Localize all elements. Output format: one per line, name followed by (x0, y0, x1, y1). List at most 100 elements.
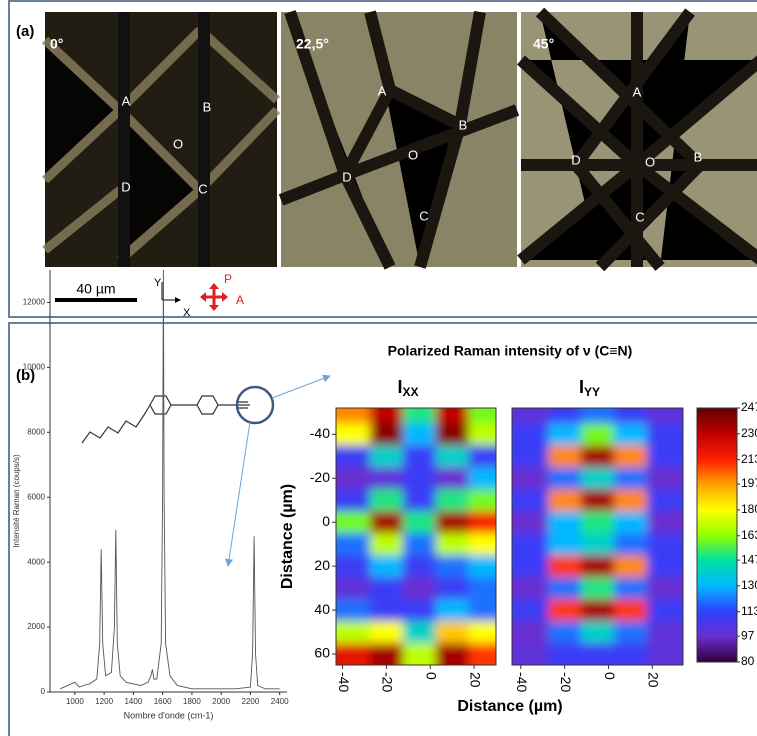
colorbar (697, 408, 737, 662)
title-sub: XX (403, 385, 419, 399)
heatmap-cell (370, 621, 404, 644)
heatmap-cell (436, 599, 470, 622)
heatmap-cell (370, 511, 404, 534)
point-label: A (122, 93, 131, 108)
y-tick-label: 6000 (27, 492, 45, 501)
heatmap-cell (469, 423, 515, 446)
heatmap-cell (370, 423, 404, 446)
y-tick-label: 8000 (27, 427, 45, 436)
y-tick-label: 12000 (23, 298, 46, 307)
heatmap-cell (469, 599, 515, 622)
heatmap-cell (581, 533, 615, 556)
heatmap-cell (647, 577, 693, 600)
heatmap (325, 389, 514, 678)
heatmap-cell (581, 467, 615, 490)
heatmap-cell (581, 555, 615, 578)
heatmap-cell (548, 599, 582, 622)
heatmap-cell (325, 621, 371, 644)
colorbar-tick-label: 130 (741, 578, 757, 592)
pointer-arrow (272, 376, 330, 398)
heatmap (503, 389, 692, 678)
point-label: B (459, 117, 468, 132)
heatmap-cell (403, 489, 437, 512)
heatmap-cell (403, 533, 437, 556)
heatmap-cell (647, 445, 693, 468)
point-label: C (635, 209, 644, 224)
heatmap-cell (370, 489, 404, 512)
x-tick-label: 2400 (271, 697, 289, 706)
heatmap-cell (403, 599, 437, 622)
page: {"panel_a": {"label": "(a)", "images": [… (0, 0, 757, 736)
heatmap-cell (503, 445, 549, 468)
heatmap-cell (403, 555, 437, 578)
heatmap-cell (503, 467, 549, 490)
x-tick-label: 1800 (183, 697, 201, 706)
molecule (82, 396, 250, 443)
panel-label: (a) (16, 23, 34, 40)
point-label: D (121, 179, 130, 194)
heatmap-cell (581, 423, 615, 446)
heatmap-cell (548, 445, 582, 468)
heatmap-cell (403, 445, 437, 468)
heatmap-cell (548, 489, 582, 512)
figure: (a) (b) 40 µm Y X P A Polarized Raman in… (0, 0, 757, 736)
panel-title: Polarized Raman intensity of ν (C≡N) (388, 343, 633, 359)
heatmap-cell (403, 423, 437, 446)
heatmap-cell (503, 621, 549, 644)
x-axis-label: Distance (µm) (457, 698, 562, 715)
heatmap-cell (581, 577, 615, 600)
heatmap-cell (370, 555, 404, 578)
heatmap-cell (403, 621, 437, 644)
heatmap-cell (436, 643, 470, 678)
x-tick-label: -40 (514, 672, 530, 692)
axes-arrows (162, 282, 180, 300)
colorbar-tick-label: 147 (741, 552, 757, 566)
x-tick-label: 2000 (212, 697, 230, 706)
heatmap-cell (647, 533, 693, 556)
y-tick-label: 0 (322, 513, 330, 529)
x-tick-label: -20 (380, 672, 396, 692)
colorbar-tick-label: 197 (741, 476, 757, 490)
heatmap-cell (614, 511, 648, 534)
heatmap-cell (614, 555, 648, 578)
heatmap-cell (647, 423, 693, 446)
heatmap-cell (436, 577, 470, 600)
heatmap-cell (325, 533, 371, 556)
heatmap-cell (614, 533, 648, 556)
heatmap-cell (325, 445, 371, 468)
heatmap-cell (370, 577, 404, 600)
heatmap-cell (614, 445, 648, 468)
heatmap-cell (614, 643, 648, 678)
heatmap-cell (469, 445, 515, 468)
heatmap-cell (647, 389, 693, 424)
point-label: O (645, 154, 655, 169)
y-tick-label: 60 (314, 645, 330, 661)
heatmap-cell (370, 599, 404, 622)
heatmap-cell (325, 467, 371, 490)
heatmap-cell (503, 555, 549, 578)
shadow (118, 12, 130, 267)
heatmap-cell (436, 511, 470, 534)
heatmap-cell (436, 621, 470, 644)
heatmap-cell (370, 445, 404, 468)
y-axis-label: Intensité Raman (coups/s) (12, 454, 21, 548)
heatmap-cell (436, 423, 470, 446)
heatmap-cell (469, 489, 515, 512)
axis-line (50, 270, 287, 692)
heatmap-cell (370, 533, 404, 556)
axis-label: X (183, 307, 191, 319)
y-tick-label: 10000 (23, 362, 46, 371)
x-tick-label: 2200 (242, 697, 260, 706)
y-tick-label: -20 (310, 469, 330, 485)
y-axis-label: Distance (µm) (279, 484, 296, 589)
x-tick-label: 20 (467, 672, 483, 688)
point-label: D (342, 169, 351, 184)
y-tick-label: 0 (41, 687, 46, 696)
heatmap-cell (436, 533, 470, 556)
heatmap-cell (647, 467, 693, 490)
heatmap-cell (503, 489, 549, 512)
heatmap-cell (469, 389, 515, 424)
point-label: O (173, 136, 183, 151)
heatmap-cell (614, 423, 648, 446)
heatmap-cell (436, 389, 470, 424)
